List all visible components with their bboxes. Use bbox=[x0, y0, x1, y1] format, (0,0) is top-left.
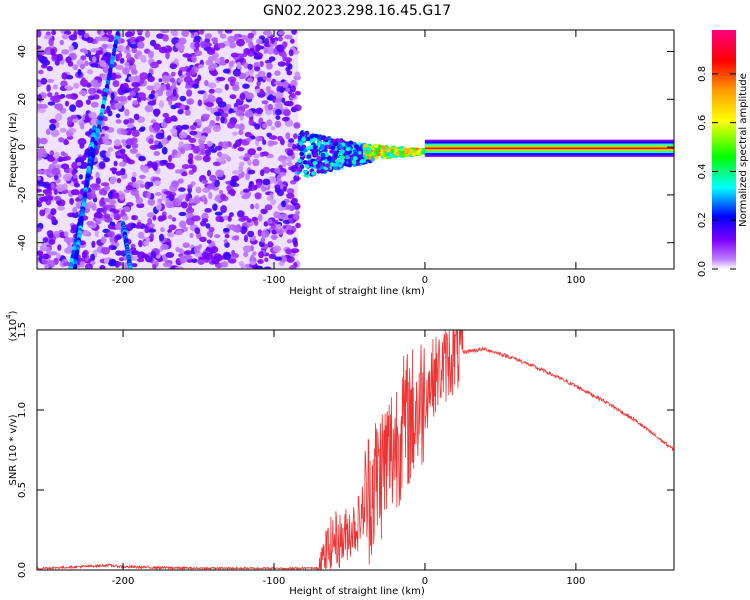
spectrogram-signal-region bbox=[296, 130, 674, 178]
colorbar-tick-label: 0.2 bbox=[697, 212, 708, 228]
colorbar-gradient bbox=[712, 30, 736, 269]
snr-x-tick-label: -100 bbox=[263, 576, 286, 587]
spectrogram-x-tick-label: -100 bbox=[263, 275, 286, 286]
spectrogram-y-tick-label: -20 bbox=[17, 187, 28, 203]
snr-y-multiplier: (x104) bbox=[5, 310, 19, 341]
spectrogram-noise-region bbox=[37, 30, 302, 269]
colorbar-tick-label: 0.8 bbox=[697, 66, 708, 82]
spectrogram-x-tick-label: 100 bbox=[566, 275, 585, 286]
snr-y-tick-label: 0.0 bbox=[17, 562, 28, 578]
snr-frame bbox=[36, 329, 675, 571]
snr-y-multiplier-close: ) bbox=[8, 310, 19, 314]
colorbar-tick-label: 0.6 bbox=[697, 115, 708, 131]
colorbar-tick-label: 0.4 bbox=[697, 163, 708, 179]
svg-text:(x104): (x104) bbox=[5, 310, 19, 341]
spectrogram-x-tick-label: 0 bbox=[422, 275, 428, 286]
snr-y-tick-label: 1.5 bbox=[17, 322, 28, 338]
snr-x-tick-label: 100 bbox=[566, 576, 585, 587]
snr-y-ticks: 0.0 0.5 1.0 1.5 bbox=[17, 322, 674, 578]
spectrogram-y-ticks: -40 -20 0 20 40 bbox=[17, 45, 674, 251]
snr-y-tick-label: 0.5 bbox=[17, 482, 28, 498]
snr-y-multiplier-exp: 4 bbox=[5, 314, 13, 319]
spectrogram-frame bbox=[36, 29, 675, 270]
colorbar-ticks: 0.0 0.2 0.4 0.6 0.8 bbox=[697, 66, 736, 277]
snr-series-line bbox=[37, 330, 674, 570]
spectrogram-y-tick-label: 0 bbox=[17, 144, 28, 150]
colorbar-tick-label: 0.0 bbox=[697, 261, 708, 277]
snr-x-label: Height of straight line (km) bbox=[289, 586, 425, 597]
snr-y-label: SNR (10 * v/v) bbox=[8, 414, 19, 485]
snr-panel: -200 -100 0 100 0.0 0.5 1.0 1.5 Height of stra… bbox=[5, 310, 675, 597]
spectrogram-y-tick-label: 40 bbox=[17, 45, 28, 58]
spectrogram-x-label: Height of straight line (km) bbox=[289, 286, 425, 297]
snr-x-tick-label: -200 bbox=[112, 576, 135, 587]
spectrogram-y-tick-label: -40 bbox=[17, 235, 28, 251]
colorbar-label: Normalized spectral amplitude bbox=[738, 73, 749, 227]
snr-y-tick-label: 1.0 bbox=[17, 402, 28, 418]
figure-title: GN02.2023.298.16.45.G17 bbox=[263, 3, 451, 19]
spectrogram-y-label: Frequency (Hz) bbox=[8, 112, 19, 188]
colorbar: 0.0 0.2 0.4 0.6 0.8 Normalized spectral ampl… bbox=[697, 30, 749, 277]
snr-x-tick-label: 0 bbox=[422, 576, 428, 587]
snr-x-ticks: -200 -100 0 100 bbox=[112, 330, 585, 587]
spectrogram-x-tick-label: -200 bbox=[112, 275, 135, 286]
spectrogram-y-tick-label: 20 bbox=[17, 93, 28, 106]
spectrogram-x-ticks: -200 -100 0 100 bbox=[112, 30, 585, 286]
snr-y-multiplier-base: (x10 bbox=[8, 319, 19, 342]
